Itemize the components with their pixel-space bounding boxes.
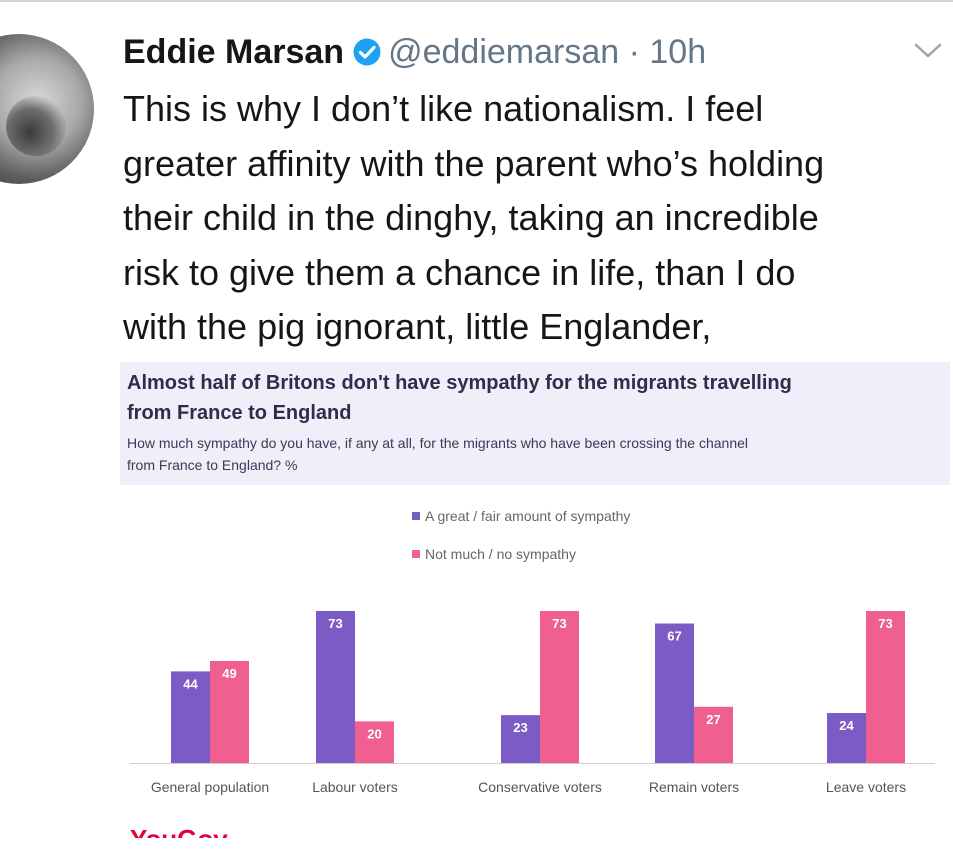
- bar-value-label: 67: [667, 628, 681, 643]
- svg-text:YouGov: YouGov: [130, 824, 228, 838]
- chart-header-band: Almost half of Britons don't have sympat…: [120, 362, 950, 485]
- bar: [540, 611, 579, 763]
- legend-label: Not much / no sympathy: [425, 546, 576, 562]
- bar-value-label: 44: [183, 676, 198, 691]
- bar-value-label: 23: [513, 720, 527, 735]
- handle-and-timestamp[interactable]: @eddiemarsan · 10h: [388, 32, 707, 71]
- bar-value-label: 73: [878, 616, 892, 631]
- bar-value-label: 73: [552, 616, 566, 631]
- category-tick-label: Leave voters: [826, 779, 906, 795]
- chart-image-card[interactable]: Almost half of Britons don't have sympat…: [120, 362, 950, 838]
- category-tick-label: General population: [151, 779, 269, 795]
- category-tick-label: Labour voters: [312, 779, 398, 795]
- bar: [827, 713, 866, 763]
- verified-badge-icon: [353, 38, 381, 66]
- tweet-header: Eddie Marsan @eddiemarsan · 10h: [123, 30, 706, 74]
- legend-swatch: [412, 550, 420, 558]
- chart-title: Almost half of Britons don't have sympat…: [127, 368, 937, 428]
- bar: [655, 623, 694, 763]
- category-tick-label: Remain voters: [649, 779, 739, 795]
- tweet-text-line: This is why I don’t like nationalism. I …: [123, 88, 764, 129]
- bar-value-label: 49: [222, 666, 236, 681]
- bar: [316, 611, 355, 763]
- bar-value-label: 24: [839, 718, 854, 733]
- avatar-photo: [0, 34, 94, 184]
- bar: [210, 660, 249, 763]
- bar-value-label: 27: [706, 712, 720, 727]
- chart-title-line: from France to England: [127, 402, 352, 424]
- tweet-text-line: with the pig ignorant, little Englander,: [123, 306, 712, 347]
- chart-title-line: Almost half of Britons don't have sympat…: [127, 372, 792, 394]
- chart-subtitle-line: How much sympathy do you have, if any at…: [127, 435, 749, 451]
- legend-label: A great / fair amount of sympathy: [425, 508, 630, 524]
- legend-swatch: [412, 512, 420, 520]
- top-divider: [0, 0, 953, 2]
- tweet-text: This is why I don’t like nationalism. I …: [123, 82, 933, 355]
- author-name[interactable]: Eddie Marsan: [123, 32, 345, 71]
- bar: [866, 611, 905, 763]
- chevron-down-icon[interactable]: [912, 40, 944, 62]
- tweet-text-line: risk to give them a chance in life, than…: [123, 251, 796, 293]
- chart-subtitle: How much sympathy do you have, if any at…: [127, 432, 937, 476]
- bar-value-label: 73: [328, 616, 342, 631]
- tweet-text-line: greater affinity with the parent who’s h…: [123, 142, 825, 184]
- yougov-logo: YouGov: [130, 824, 228, 838]
- bar: [171, 671, 210, 763]
- author-avatar[interactable]: [0, 34, 94, 184]
- bar: [501, 715, 540, 763]
- tweet-text-line: their child in the dinghy, taking an inc…: [123, 197, 819, 238]
- bar-value-label: 20: [367, 726, 381, 741]
- bar: [694, 706, 733, 763]
- bar-chart: A great / fair amount of sympathy Not muc…: [130, 508, 935, 795]
- chart-subtitle-line: from France to England? %: [127, 457, 298, 473]
- bar: [355, 721, 394, 763]
- category-tick-label: Conservative voters: [478, 779, 602, 795]
